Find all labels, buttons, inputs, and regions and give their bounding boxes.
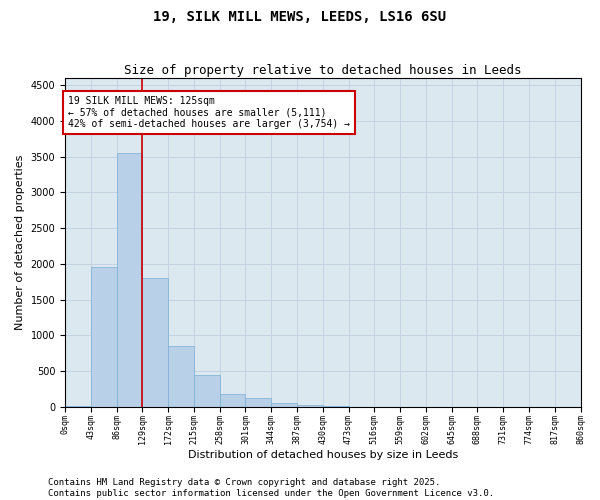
Bar: [245, 398, 271, 407]
Bar: [194, 374, 220, 407]
Text: Contains HM Land Registry data © Crown copyright and database right 2025.
Contai: Contains HM Land Registry data © Crown c…: [48, 478, 494, 498]
Title: Size of property relative to detached houses in Leeds: Size of property relative to detached ho…: [124, 64, 521, 77]
Bar: [220, 394, 245, 407]
Y-axis label: Number of detached properties: Number of detached properties: [15, 155, 25, 330]
Bar: [168, 346, 194, 407]
Text: 19, SILK MILL MEWS, LEEDS, LS16 6SU: 19, SILK MILL MEWS, LEEDS, LS16 6SU: [154, 10, 446, 24]
Bar: [142, 278, 168, 407]
Text: 19 SILK MILL MEWS: 125sqm
← 57% of detached houses are smaller (5,111)
42% of se: 19 SILK MILL MEWS: 125sqm ← 57% of detac…: [68, 96, 350, 129]
Bar: [271, 403, 297, 407]
Bar: [297, 406, 323, 407]
Bar: [91, 268, 116, 407]
X-axis label: Distribution of detached houses by size in Leeds: Distribution of detached houses by size …: [188, 450, 458, 460]
Bar: [116, 153, 142, 407]
Bar: [323, 406, 349, 407]
